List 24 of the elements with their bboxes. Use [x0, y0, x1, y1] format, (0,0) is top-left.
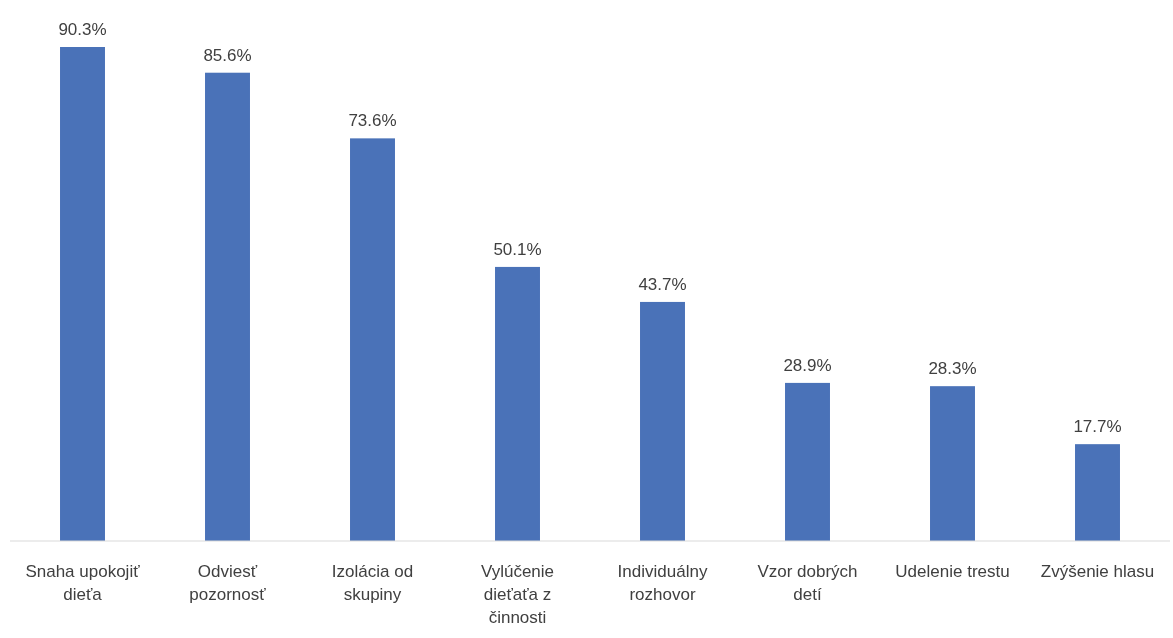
data-label: 85.6%	[203, 45, 252, 65]
data-label: 90.3%	[58, 20, 107, 39]
bar	[785, 382, 830, 541]
x-tick-label: Zvýšenie hlasu	[1040, 562, 1155, 581]
bar	[60, 47, 105, 541]
data-label: 28.9%	[783, 355, 832, 375]
data-label: 73.6%	[348, 111, 397, 131]
x-tick-label: Izolácia od skupiny	[331, 562, 414, 604]
data-label: 43.7%	[638, 274, 687, 294]
bar	[495, 266, 540, 541]
bar	[205, 72, 250, 541]
data-label: 50.1%	[493, 239, 542, 259]
bar	[1075, 444, 1120, 541]
x-tick-label: Vylúčenie dieťaťa z činnosti	[480, 562, 555, 627]
x-tick-label: Odviesť pozornosť	[189, 562, 267, 604]
x-tick-label: Udelenie trestu	[895, 562, 1010, 581]
x-tick-label: Snaha upokojiť dieťa	[25, 562, 141, 604]
x-tick-label: Individuálny rozhovor	[617, 562, 708, 604]
bar	[930, 386, 975, 541]
x-tick-label: Vzor dobrých detí	[757, 562, 858, 604]
data-label: 17.7%	[1073, 417, 1122, 437]
bar	[640, 301, 685, 541]
data-label: 28.3%	[928, 359, 977, 379]
bar	[350, 138, 395, 541]
